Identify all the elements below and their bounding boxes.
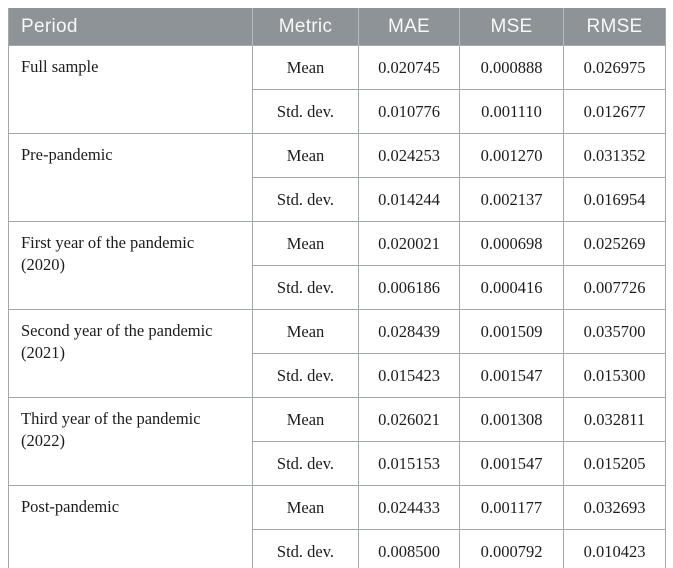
mse-value: 0.001308	[459, 397, 564, 442]
header-rmse: RMSE	[563, 8, 666, 46]
mse-value: 0.002137	[459, 177, 564, 222]
header-mse: MSE	[459, 8, 564, 46]
table-row: Std. dev. 0.015153 0.001547 0.015205	[9, 441, 666, 486]
header-period: Period	[8, 8, 253, 46]
table-row: Pre-pandemic Mean 0.024253 0.001270 0.03…	[8, 133, 666, 222]
mse-value: 0.000792	[459, 529, 564, 568]
mae-value: 0.015153	[358, 441, 460, 486]
period-cell: Pre-pandemic	[8, 133, 253, 222]
table-row: Std. dev. 0.015423 0.001547 0.015300	[9, 353, 666, 398]
table-row: First year of the pandemic (2020) Mean 0…	[8, 221, 666, 310]
table-header: Period Metric MAE MSE RMSE	[8, 8, 666, 46]
statistics-table-container: Period Metric MAE MSE RMSE Full sample M…	[8, 8, 666, 568]
metric-cell: Mean	[252, 133, 359, 178]
mse-value: 0.001270	[459, 133, 564, 178]
metric-cell: Mean	[252, 397, 359, 442]
error-metrics-table: Period Metric MAE MSE RMSE Full sample M…	[8, 8, 666, 568]
mae-value: 0.028439	[358, 309, 460, 354]
table-row: Third year of the pandemic (2022) Mean 0…	[8, 397, 666, 486]
metric-cell: Std. dev.	[252, 441, 359, 486]
metric-cell: Std. dev.	[252, 353, 359, 398]
mae-value: 0.024433	[358, 485, 460, 530]
mse-value: 0.001509	[459, 309, 564, 354]
table-row: Std. dev. 0.010776 0.001110 0.012677	[9, 89, 666, 134]
rmse-value: 0.035700	[563, 309, 666, 354]
header-row: Period Metric MAE MSE RMSE	[8, 8, 666, 46]
header-mae: MAE	[358, 8, 460, 46]
rmse-value: 0.025269	[563, 221, 666, 266]
mse-value: 0.000888	[459, 45, 564, 90]
period-cell: First year of the pandemic (2020)	[8, 221, 253, 310]
period-cell: Full sample	[8, 45, 253, 134]
rmse-value: 0.016954	[563, 177, 666, 222]
table-row: Full sample Mean 0.020745 0.000888 0.026…	[8, 45, 666, 134]
mse-value: 0.001177	[459, 485, 564, 530]
table-row: Std. dev. 0.006186 0.000416 0.007726	[9, 265, 666, 310]
metric-cell: Mean	[252, 309, 359, 354]
mse-value: 0.001547	[459, 441, 564, 486]
mse-value: 0.000698	[459, 221, 564, 266]
period-cell: Third year of the pandemic (2022)	[8, 397, 253, 486]
table-body: Full sample Mean 0.020745 0.000888 0.026…	[8, 45, 666, 568]
mae-value: 0.008500	[358, 529, 460, 568]
mae-value: 0.026021	[358, 397, 460, 442]
table-row: Post-pandemic Mean 0.024433 0.001177 0.0…	[8, 485, 666, 568]
metric-cell: Std. dev.	[252, 265, 359, 310]
mse-value: 0.000416	[459, 265, 564, 310]
mae-value: 0.024253	[358, 133, 460, 178]
period-cell: Second year of the pandemic (2021)	[8, 309, 253, 398]
mse-value: 0.001110	[459, 89, 564, 134]
rmse-value: 0.012677	[563, 89, 666, 134]
rmse-value: 0.007726	[563, 265, 666, 310]
table-row: Std. dev. 0.008500 0.000792 0.010423	[9, 529, 666, 568]
mae-value: 0.014244	[358, 177, 460, 222]
rmse-value: 0.015205	[563, 441, 666, 486]
rmse-value: 0.032693	[563, 485, 666, 530]
mae-value: 0.015423	[358, 353, 460, 398]
rmse-value: 0.015300	[563, 353, 666, 398]
metric-cell: Mean	[252, 221, 359, 266]
table-row: Std. dev. 0.014244 0.002137 0.016954	[9, 177, 666, 222]
mse-value: 0.001547	[459, 353, 564, 398]
table-row: Second year of the pandemic (2021) Mean …	[8, 309, 666, 398]
mae-value: 0.006186	[358, 265, 460, 310]
header-metric: Metric	[252, 8, 359, 46]
mae-value: 0.020021	[358, 221, 460, 266]
mae-value: 0.020745	[358, 45, 460, 90]
mae-value: 0.010776	[358, 89, 460, 134]
metric-cell: Mean	[252, 485, 359, 530]
rmse-value: 0.032811	[563, 397, 666, 442]
rmse-value: 0.026975	[563, 45, 666, 90]
rmse-value: 0.010423	[563, 529, 666, 568]
metric-cell: Std. dev.	[252, 89, 359, 134]
rmse-value: 0.031352	[563, 133, 666, 178]
period-cell: Post-pandemic	[8, 485, 253, 568]
metric-cell: Mean	[252, 45, 359, 90]
metric-cell: Std. dev.	[252, 529, 359, 568]
metric-cell: Std. dev.	[252, 177, 359, 222]
